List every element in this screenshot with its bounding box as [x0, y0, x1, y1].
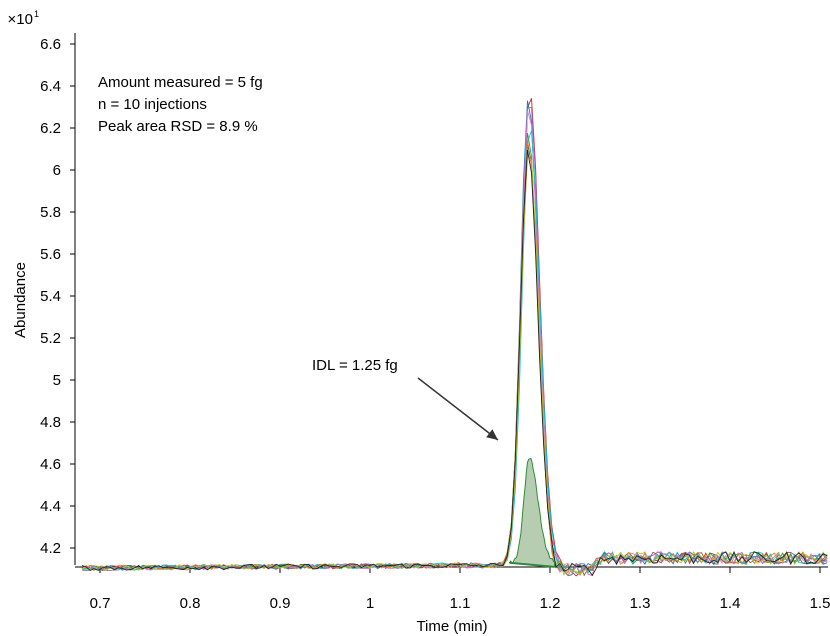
x-tick-label: 1.4	[720, 595, 741, 612]
trace-injection-7	[81, 110, 828, 577]
y-tick-label: 6.2	[40, 120, 61, 137]
y-tick-label: 6	[53, 162, 61, 179]
y-tick-label: 5.2	[40, 330, 61, 347]
y-tick-label: 4.8	[40, 414, 61, 431]
x-tick-label: 1.5	[810, 595, 830, 612]
idl-arrow-head	[486, 429, 498, 440]
y-tick-label: 6.6	[40, 36, 61, 53]
idl-peak-group	[417, 377, 555, 568]
y-tick-label: 4.4	[40, 498, 61, 515]
y-tick-label: 6.4	[40, 78, 61, 95]
y-multiplier-exponent: 1	[34, 9, 39, 19]
y-multiplier-base: ×10	[8, 11, 33, 28]
y-tick-label: 5	[53, 372, 61, 389]
y-tick-label: 5.4	[40, 288, 61, 305]
y-tick-label: 5.6	[40, 246, 61, 263]
y-tick-label: 4.2	[40, 540, 61, 557]
x-tick-label: 1.2	[540, 595, 561, 612]
annotation-amount: Amount measured = 5 fg	[98, 74, 263, 91]
traces	[81, 98, 828, 577]
x-tick-label: 0.7	[90, 595, 111, 612]
idl-baseline	[509, 561, 555, 568]
x-tick-label: 0.8	[180, 595, 201, 612]
trace-injection-2	[81, 100, 828, 577]
trace-injection-6	[81, 144, 828, 577]
annotation-rsd: Peak area RSD = 8.9 %	[98, 118, 258, 135]
axes	[74, 33, 828, 568]
y-tick-label: 5.8	[40, 204, 61, 221]
x-axis-title: Time (min)	[416, 618, 487, 635]
x-tick-label: 1	[366, 595, 374, 612]
x-tick-label: 0.9	[270, 595, 291, 612]
trace-injection-8	[81, 130, 828, 574]
trace-injection-1	[81, 98, 828, 577]
y-tick-label: 4.6	[40, 456, 61, 473]
x-tick-label: 1.1	[450, 595, 471, 612]
trace-injection-9	[81, 153, 828, 576]
annotation-injections: n = 10 injections	[98, 96, 207, 113]
idl-peak-area	[509, 457, 555, 568]
trace-injection-10	[81, 149, 828, 577]
annotation-idl: IDL = 1.25 fg	[312, 357, 398, 374]
ticks: 4.2 4.4 4.6 4.8 5 5.2 5.4 5.6 5.8 6 6.2 6.4 6.6 0.7 0.…	[40, 36, 830, 612]
trace-injection-4	[81, 139, 828, 577]
x-tick-label: 1.3	[630, 595, 651, 612]
y-axis-title: Abundance	[12, 262, 29, 338]
trace-injection-3	[81, 133, 828, 577]
idl-arrow-line	[417, 377, 499, 441]
trace-injection-5	[81, 106, 828, 574]
